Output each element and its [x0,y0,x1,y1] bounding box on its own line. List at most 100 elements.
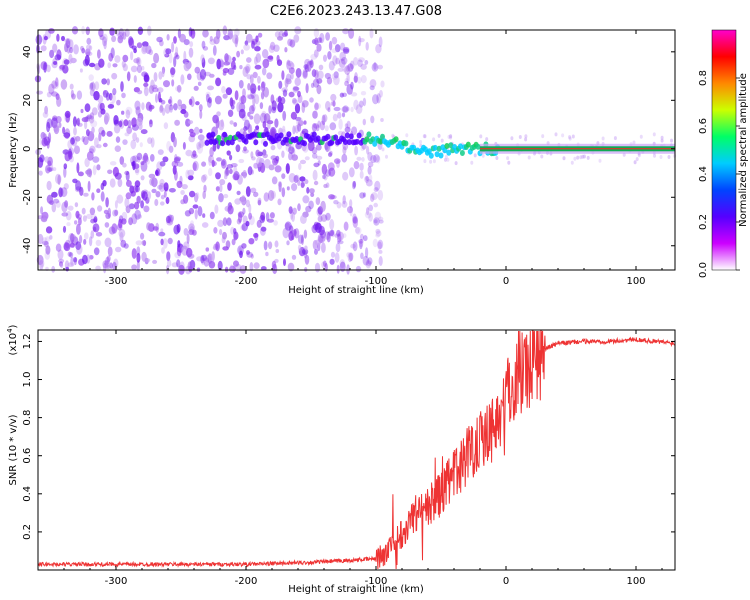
noise-speckle [111,223,118,234]
noise-speckle [347,206,353,214]
noise-speckle [85,48,91,57]
noise-speckle [67,251,72,257]
noise-speckle [58,187,63,198]
noise-speckle [165,196,170,205]
noise-speckle [221,160,226,166]
noise-speckle [215,172,221,180]
noise-speckle [74,136,81,142]
noise-speckle [267,190,275,201]
spectrogram-y-ticks: -40 -20 0 20 40 [22,45,675,254]
noise-speckle [120,239,127,248]
noise-speckle [375,228,381,234]
noise-speckle [104,112,110,123]
noise-speckle [363,235,368,242]
noise-speckle [63,163,68,170]
noise-speckle [360,63,367,70]
noise-speckle [180,190,185,195]
noise-speckle [271,260,277,270]
noise-speckle [87,180,91,192]
noise-speckle [352,241,358,252]
noise-speckle [269,212,275,219]
noise-speckle [294,174,300,182]
noise-speckle [336,201,342,209]
noise-speckle [141,65,145,71]
noise-speckle [340,42,346,51]
noise-speckle [168,52,173,64]
noise-speckle [162,238,168,249]
noise-speckle [44,105,48,115]
noise-speckle [259,226,266,236]
noise-speckle [309,188,315,194]
noise-speckle [99,102,105,111]
noise-speckle [147,137,153,145]
noise-speckle [253,162,259,169]
noise-speckle [350,92,358,97]
noise-speckle [56,33,60,42]
figure-title: C2E6.2023.243.13.47.G08 [270,4,442,19]
noise-speckle [177,99,182,107]
noise-speckle [177,161,184,167]
noise-speckle [37,233,44,245]
noise-speckle [159,105,163,114]
noise-speckle [327,152,333,157]
noise-speckle [246,250,250,255]
noise-speckle [136,260,140,271]
noise-speckle [142,45,149,53]
noise-speckle [202,190,206,200]
noise-speckle [55,243,62,252]
noise-speckle [360,91,367,96]
noise-speckle [285,78,292,85]
noise-speckle [568,135,572,140]
y-tick-label: -20 [22,189,33,205]
noise-speckle [257,75,261,84]
noise-speckle [314,221,319,227]
noise-speckle [322,174,326,179]
noise-speckle [173,136,177,148]
noise-speckle [268,241,273,250]
noise-speckle [378,249,383,254]
ridge-mark [380,133,385,140]
noise-speckle [341,57,348,65]
noise-speckle [96,164,101,171]
noise-speckle [248,203,252,214]
noise-speckle [540,154,544,159]
noise-speckle [84,157,90,168]
noise-speckle [189,132,196,138]
noise-speckle [286,59,291,70]
noise-speckle [139,142,143,148]
ridge-mark [263,140,268,147]
noise-speckle [102,142,108,148]
noise-speckle [327,107,331,113]
noise-speckle [291,183,298,192]
noise-speckle [282,110,287,121]
noise-speckle [202,46,209,51]
noise-speckle [362,255,369,266]
noise-speckle [297,244,302,252]
noise-speckle [660,138,664,143]
noise-speckle [325,32,330,41]
noise-speckle [251,40,255,49]
noise-speckle [52,198,60,204]
noise-speckle [82,136,89,146]
noise-speckle [670,138,673,143]
noise-speckle [75,210,80,219]
noise-speckle [208,167,213,177]
ridge-mark [444,143,450,149]
noise-speckle [314,103,322,110]
noise-speckle [117,32,125,40]
noise-speckle [274,240,279,248]
noise-speckle [103,90,107,95]
noise-speckle [294,103,301,114]
noise-speckle [243,119,250,130]
noise-speckle [276,54,280,63]
noise-speckle [250,187,257,193]
noise-speckle [313,28,320,38]
noise-speckle [48,83,55,95]
noise-speckle [320,200,326,212]
noise-speckle [60,187,68,198]
noise-speckle [161,107,166,116]
colorbar-ticks: 0.0 0.2 0.4 0.6 0.8 [698,70,740,278]
noise-speckle [113,258,119,268]
noise-speckle [352,180,357,188]
noise-speckle [357,59,363,67]
